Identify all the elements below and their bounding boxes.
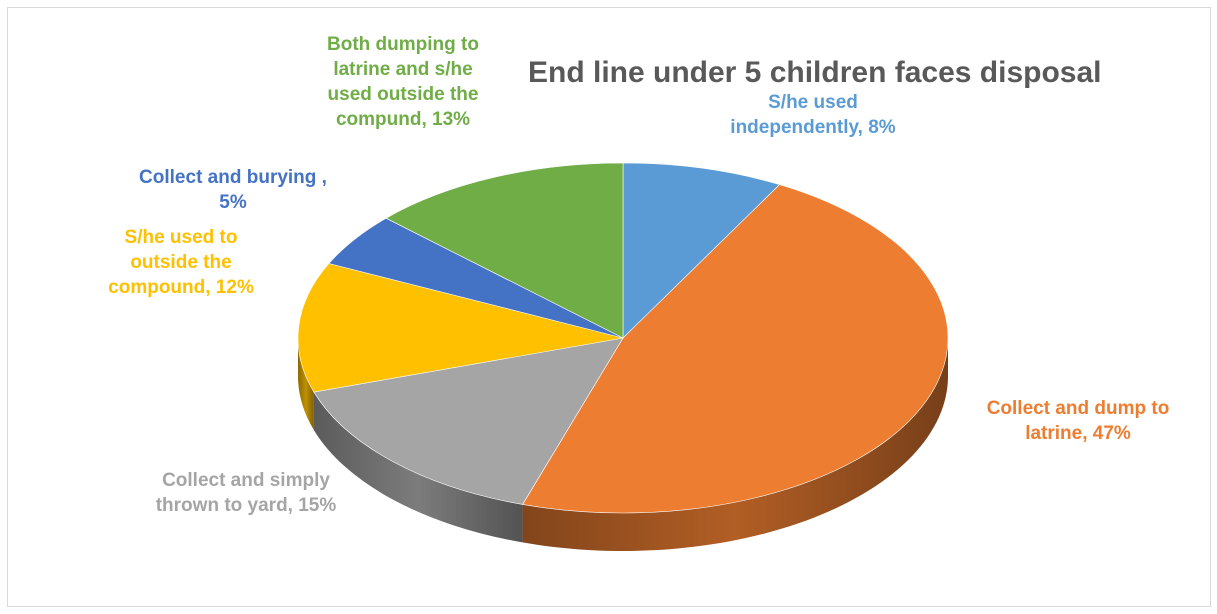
slice-label-line: compound, 12% [108,277,254,298]
pie-side-2 [313,392,523,543]
slice-label-line: Collect and burying , [139,167,327,188]
slice-label-line: 5% [219,192,247,213]
pie-slice-5 [385,162,624,339]
pie-side-3 [298,338,314,431]
slice-label-line: independently, 8% [730,117,896,138]
slice-label-line: thrown to yard, 15% [155,495,337,516]
slice-label-line: Collect and dump to [986,398,1170,419]
slice-label-line: Collect and simply [162,470,330,491]
pie-side-1 [522,338,948,551]
slice-label-0: S/he used independently, 8% [698,90,928,140]
slice-label-line: compund, 13% [335,109,471,130]
slice-label-line: S/he used to [124,227,238,248]
slice-label-line: S/he used [768,92,858,113]
slice-label-2: Collect and simply thrown to yard, 15% [116,468,376,518]
pie-slice-0 [622,162,781,339]
slice-label-line: outside the [130,252,232,273]
chart-area: End line under 5 children faces disposal… [7,7,1211,607]
chart-title: End line under 5 children faces disposal [528,56,1102,89]
pie-slice-1 [522,184,949,514]
slice-label-5: Both dumping to latrine and s/he used outs… [298,32,508,132]
slice-label-4: Collect and burying , 5% [108,165,358,215]
pie-chart [297,162,949,551]
slice-label-3: S/he used to outside the compound, 12% [96,225,266,300]
slice-label-line: latrine, 47% [1025,423,1131,444]
slice-label-line: used outside the [327,84,479,105]
slice-label-1: Collect and dump to latrine, 47% [948,396,1208,446]
slice-label-line: latrine and s/he [333,59,473,80]
pie-slice-3 [297,263,624,393]
pie-slice-2 [313,337,624,505]
slice-label-line: Both dumping to [327,34,479,55]
